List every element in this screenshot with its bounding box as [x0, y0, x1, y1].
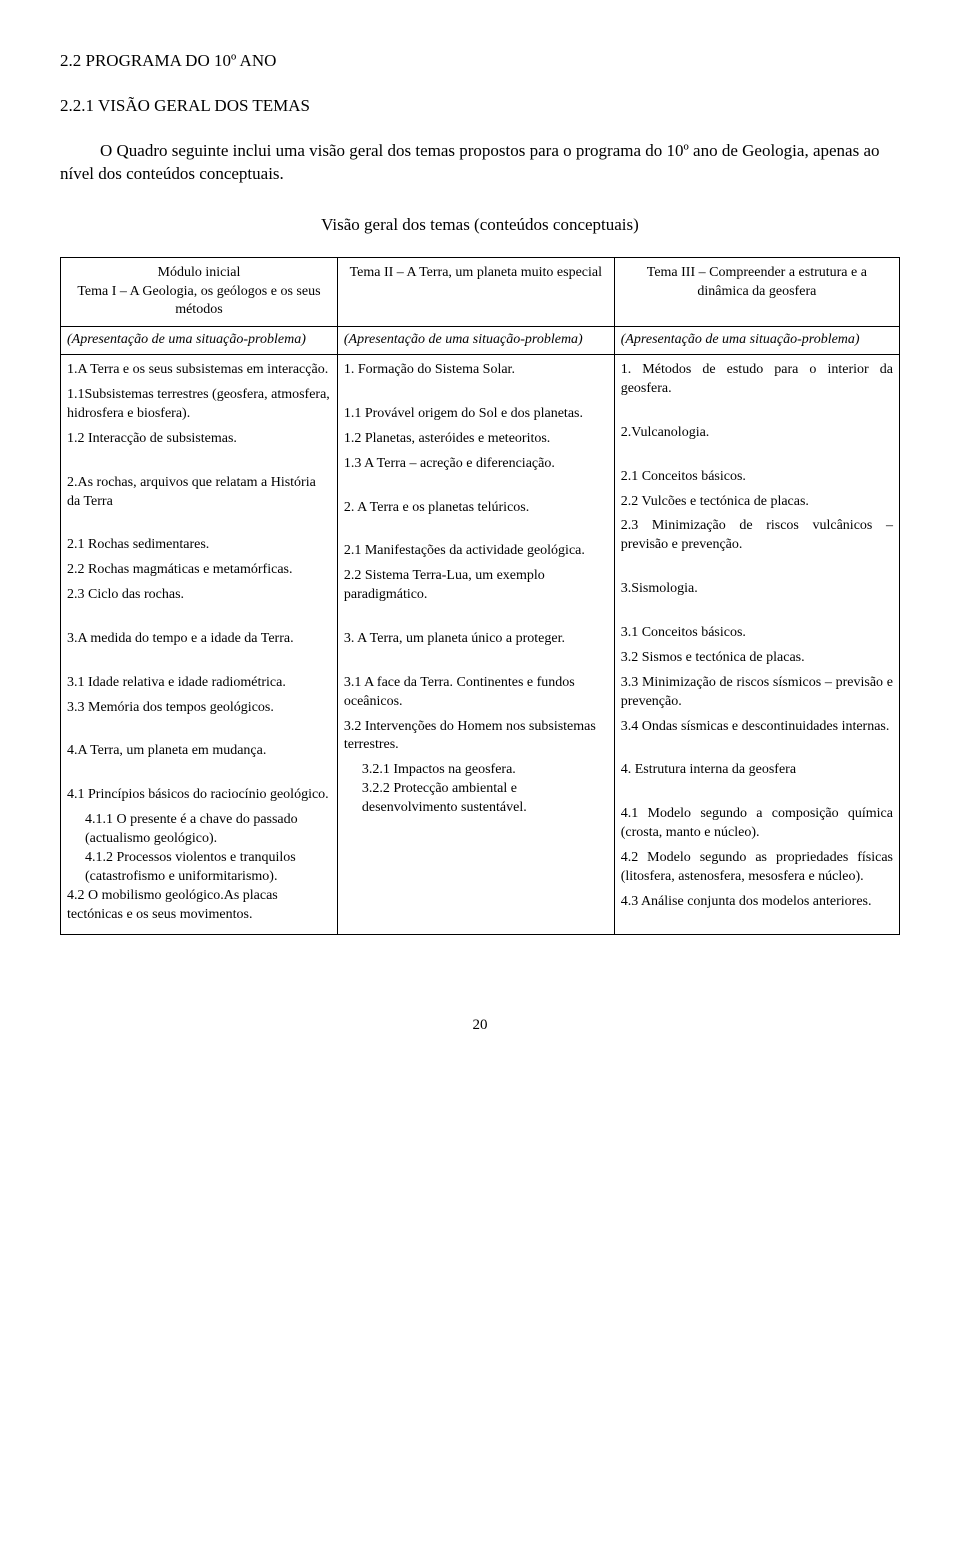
c1-sub: 4.1.1 O presente é a chave do passado (a… [85, 811, 331, 849]
c3-item: 1. Métodos de estudo para o interior da … [621, 361, 893, 399]
content-col3: 1. Métodos de estudo para o interior da … [614, 355, 899, 935]
c2-item: 1.2 Planetas, asteróides e meteoritos. [344, 430, 608, 449]
c1-item: 4.A Terra, um planeta em mudança. [67, 742, 331, 761]
c3-item: 4.1 Modelo segundo a composição química … [621, 805, 893, 843]
c2-item: 1. Formação do Sistema Solar. [344, 361, 608, 380]
c2-item: 3.1 A face da Terra. Continentes e fundo… [344, 674, 608, 712]
header-module-label: Módulo inicial [158, 265, 241, 280]
c3-item: 3.Sismologia. [621, 580, 893, 599]
c1-item: 3.3 Memória dos tempos geológicos. [67, 699, 331, 718]
situation-c3: (Apresentação de uma situação-problema) [614, 327, 899, 355]
header-col3: Tema III – Compreender a estrutura e a d… [614, 257, 899, 327]
c3-item: 4. Estrutura interna da geosfera [621, 761, 893, 780]
situation-c2: (Apresentação de uma situação-problema) [337, 327, 614, 355]
c2-item: 3.2 Intervenções do Homem nos subsistema… [344, 718, 608, 756]
c3-item: 2.3 Minimização de riscos vulcânicos – p… [621, 517, 893, 555]
c1-item: 4.2 O mobilismo geológico.As placas tect… [67, 887, 331, 925]
c1-item: 3.A medida do tempo e a idade da Terra. [67, 630, 331, 649]
c3-item: 2.1 Conceitos básicos. [621, 468, 893, 487]
c3-item: 2.Vulcanologia. [621, 424, 893, 443]
c1-mobilism-a: 4.2 O mobilismo geológico. [67, 888, 224, 903]
c1-item: 2.2 Rochas magmáticas e metamórficas. [67, 561, 331, 580]
subsection-heading: 2.2.1 VISÃO GERAL DOS TEMAS [60, 95, 900, 118]
c3-item: 4.2 Modelo segundo as propriedades físic… [621, 849, 893, 887]
themes-table: Módulo inicial Tema I – A Geologia, os g… [60, 257, 900, 936]
c3-item: 3.1 Conceitos básicos. [621, 624, 893, 643]
c1-item: 4.1 Princípios básicos do raciocínio geo… [67, 786, 331, 805]
content-col2: 1. Formação do Sistema Solar. 1.1 Prováv… [337, 355, 614, 935]
c1-item: 1.2 Interacção de subsistemas. [67, 430, 331, 449]
c3-item: 3.4 Ondas sísmicas e descontinuidades in… [621, 718, 893, 737]
c2-item: 1.1 Provável origem do Sol e dos planeta… [344, 405, 608, 424]
header-col1: Módulo inicial Tema I – A Geologia, os g… [61, 257, 338, 327]
c3-item: 2.2 Vulcões e tectónica de placas. [621, 493, 893, 512]
situation-c1: (Apresentação de uma situação-problema) [61, 327, 338, 355]
page-number: 20 [60, 1015, 900, 1035]
c3-item: 3.3 Minimização de riscos sísmicos – pre… [621, 674, 893, 712]
c2-sub: 3.2.2 Protecção ambiental e desenvolvime… [362, 780, 608, 818]
c3-item: 4.3 Análise conjunta dos modelos anterio… [621, 893, 893, 912]
intro-paragraph: O Quadro seguinte inclui uma visão geral… [60, 140, 900, 186]
header-row: Módulo inicial Tema I – A Geologia, os g… [61, 257, 900, 327]
situation-row: (Apresentação de uma situação-problema) … [61, 327, 900, 355]
content-row: 1.A Terra e os seus subsistemas em inter… [61, 355, 900, 935]
c1-item: 2.1 Rochas sedimentares. [67, 536, 331, 555]
c2-sub: 3.2.1 Impactos na geosfera. [362, 761, 608, 780]
c2-item: 2.2 Sistema Terra-Lua, um exemplo paradi… [344, 567, 608, 605]
header-theme1-label: Tema I – A Geologia, os geólogos e os se… [77, 284, 320, 318]
c1-item: 3.1 Idade relativa e idade radiométrica. [67, 674, 331, 693]
c1-item: 1.1Subsistemas terrestres (geosfera, atm… [67, 386, 331, 424]
c3-item: 3.2 Sismos e tectónica de placas. [621, 649, 893, 668]
c1-item: 2.As rochas, arquivos que relatam a Hist… [67, 474, 331, 512]
c1-sub: 4.1.2 Processos violentos e tranquilos (… [85, 849, 331, 887]
c1-item: 1.A Terra e os seus subsistemas em inter… [67, 361, 331, 380]
table-caption: Visão geral dos temas (conteúdos concept… [60, 214, 900, 237]
c2-item: 3. A Terra, um planeta único a proteger. [344, 630, 608, 649]
content-col1: 1.A Terra e os seus subsistemas em inter… [61, 355, 338, 935]
c1-item: 2.3 Ciclo das rochas. [67, 586, 331, 605]
c2-item: 2.1 Manifestações da actividade geológic… [344, 542, 608, 561]
section-heading: 2.2 PROGRAMA DO 10º ANO [60, 50, 900, 73]
c2-item: 1.3 A Terra – acreção e diferenciação. [344, 455, 608, 474]
header-col2: Tema II – A Terra, um planeta muito espe… [337, 257, 614, 327]
c2-item: 2. A Terra e os planetas telúricos. [344, 499, 608, 518]
